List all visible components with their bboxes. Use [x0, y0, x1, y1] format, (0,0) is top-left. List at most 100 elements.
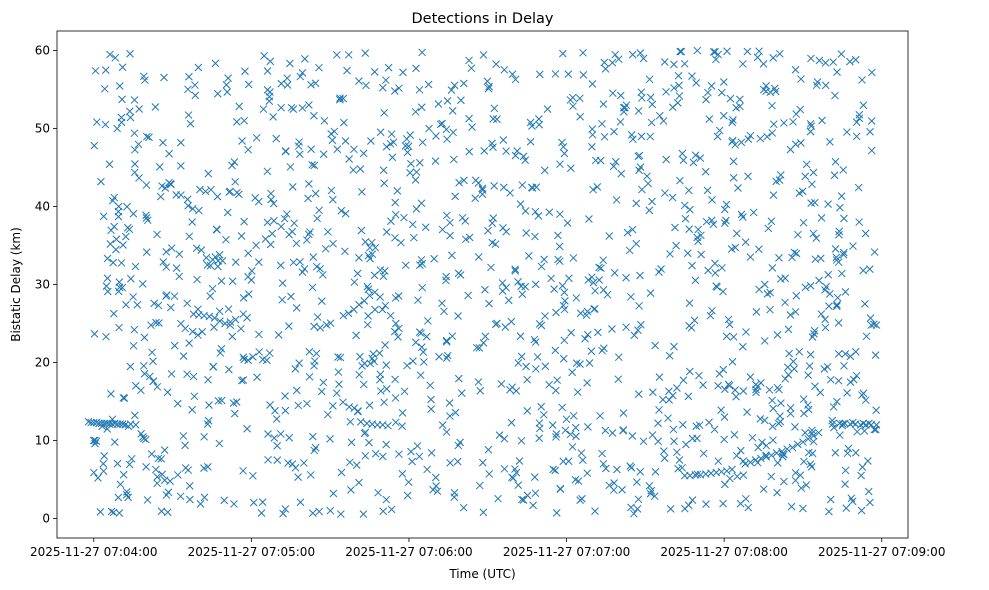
- detection-point: [196, 500, 205, 508]
- detection-point: [601, 464, 610, 473]
- detection-point: [376, 370, 385, 379]
- detection-point: [212, 225, 221, 234]
- detection-point: [655, 406, 663, 414]
- detection-point: [327, 130, 335, 138]
- detection-point: [791, 476, 800, 485]
- detection-point: [599, 256, 608, 265]
- detection-point: [666, 504, 675, 513]
- detection-point: [478, 458, 487, 467]
- detection-point: [866, 314, 875, 322]
- detection-point: [391, 319, 400, 328]
- detection-point: [142, 132, 151, 141]
- detection-point: [272, 134, 281, 143]
- detection-point: [763, 290, 772, 298]
- detection-point: [312, 349, 321, 358]
- detection-point: [746, 131, 755, 140]
- detection-point: [826, 375, 835, 384]
- detection-point: [590, 305, 598, 314]
- detection-point: [367, 238, 376, 247]
- detection-point: [142, 181, 151, 189]
- detection-point: [375, 349, 384, 358]
- detection-point: [361, 428, 370, 437]
- detection-point: [186, 119, 195, 128]
- detection-point: [309, 253, 318, 261]
- detection-point: [768, 263, 777, 272]
- detection-point: [675, 81, 683, 90]
- detection-point: [634, 495, 643, 504]
- detection-point: [704, 88, 712, 97]
- detection-point: [109, 309, 118, 318]
- detection-point: [531, 489, 540, 498]
- detection-point: [423, 317, 432, 325]
- detection-point: [725, 381, 734, 390]
- detection-point: [288, 227, 297, 236]
- detection-point: [779, 477, 788, 486]
- detection-point: [792, 249, 801, 258]
- detection-point: [170, 341, 179, 350]
- detection-point: [103, 274, 112, 283]
- detection-point: [756, 134, 765, 143]
- detection-point: [336, 95, 344, 104]
- detection-point: [728, 118, 737, 127]
- x-axis-label: Time (UTC): [448, 567, 515, 581]
- detection-point: [799, 395, 808, 404]
- detection-point: [189, 372, 198, 381]
- detection-point: [340, 118, 348, 127]
- detection-point: [148, 348, 156, 357]
- detection-point: [467, 64, 476, 73]
- detection-point: [165, 149, 173, 158]
- detection-point: [812, 234, 821, 242]
- detection-point: [498, 287, 507, 296]
- detection-point: [478, 190, 487, 199]
- detection-point: [414, 296, 422, 305]
- detection-point: [756, 414, 765, 423]
- detection-point: [804, 401, 812, 409]
- detection-point: [786, 311, 795, 319]
- detection-point: [235, 190, 243, 199]
- detection-point: [334, 353, 342, 361]
- detection-point: [796, 139, 805, 147]
- detection-point: [109, 258, 118, 267]
- detection-point: [183, 195, 192, 204]
- detection-point: [628, 432, 637, 440]
- detection-point: [129, 293, 137, 301]
- detection-point: [116, 480, 125, 489]
- detection-point: [294, 401, 303, 410]
- detection-point: [131, 145, 139, 154]
- detection-point: [474, 179, 483, 187]
- detection-point: [643, 172, 651, 181]
- detection-point: [675, 92, 684, 100]
- detection-point: [264, 430, 272, 438]
- y-tick-label: 40: [35, 200, 50, 214]
- detection-point: [200, 432, 209, 441]
- detection-point: [802, 481, 811, 489]
- detection-point: [391, 394, 400, 402]
- detection-point: [786, 409, 795, 418]
- y-tick-label: 20: [35, 356, 50, 370]
- detection-point: [608, 58, 617, 67]
- detection-point: [566, 164, 575, 173]
- detection-point: [757, 379, 765, 387]
- detection-point: [308, 283, 317, 292]
- detection-point: [404, 142, 413, 151]
- detection-point: [500, 65, 509, 74]
- detection-point: [208, 284, 217, 293]
- detection-point: [702, 95, 710, 104]
- detection-point: [806, 281, 815, 290]
- detection-point: [661, 189, 669, 197]
- detection-point: [678, 420, 687, 429]
- detection-point: [228, 277, 237, 286]
- detection-point: [243, 424, 251, 433]
- detection-point: [851, 448, 860, 457]
- detection-point: [696, 154, 705, 162]
- detection-point: [568, 368, 577, 377]
- detection-point: [403, 361, 411, 370]
- detection-point: [269, 199, 278, 208]
- detection-point: [303, 399, 311, 408]
- detection-point: [694, 225, 703, 234]
- detection-point: [804, 371, 813, 379]
- detection-point: [305, 101, 313, 109]
- detection-point: [585, 215, 593, 223]
- detection-point: [184, 111, 193, 119]
- detection-point: [759, 59, 768, 68]
